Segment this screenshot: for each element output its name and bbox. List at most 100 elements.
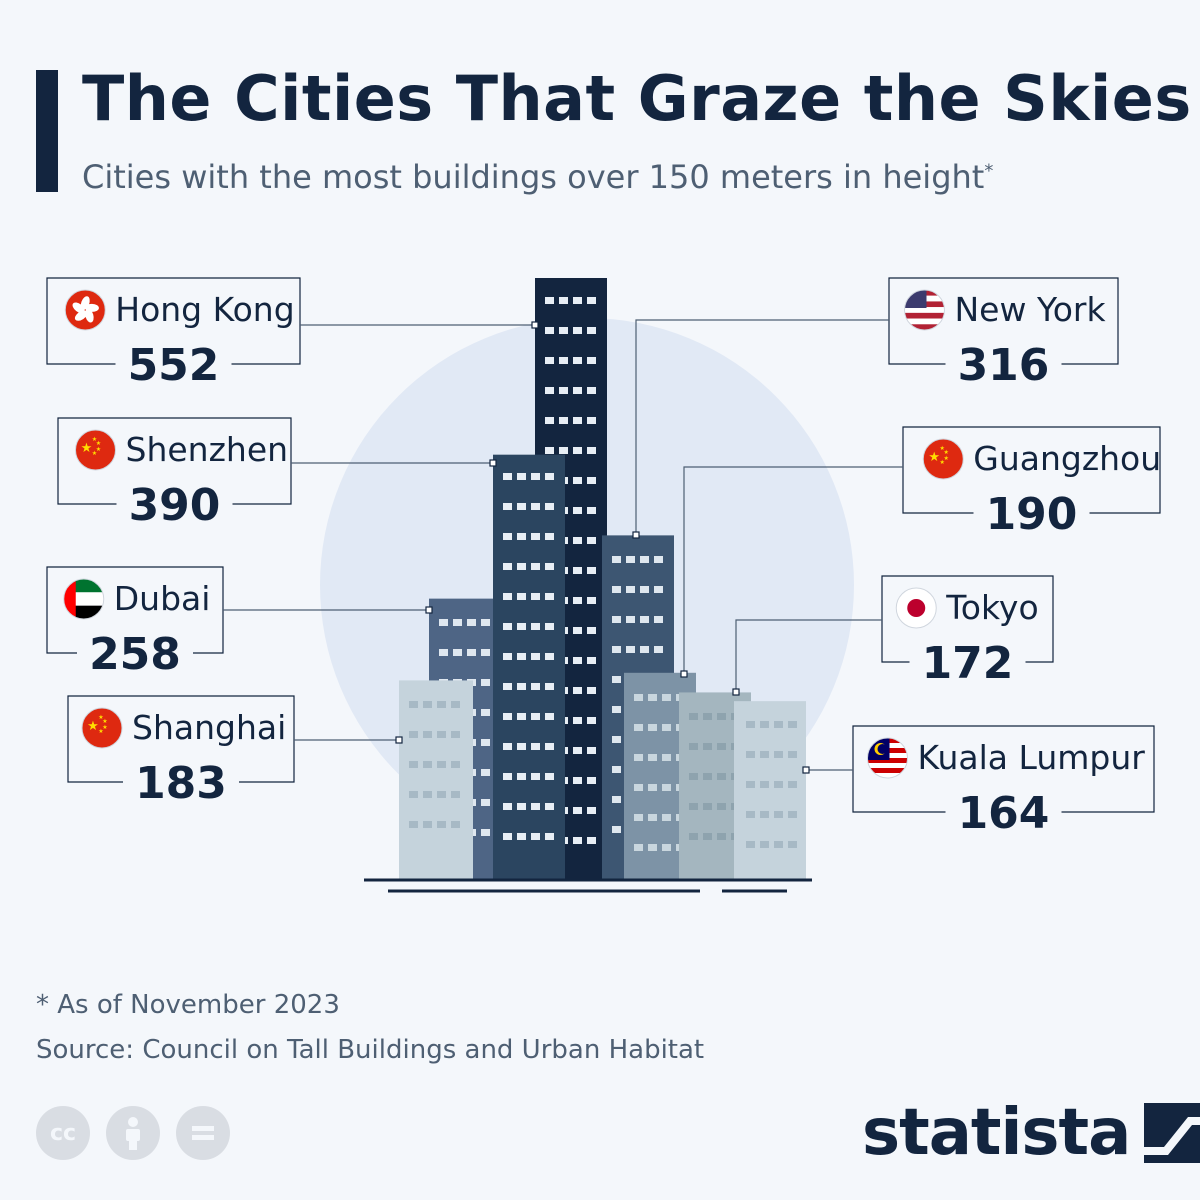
- window: [573, 747, 582, 754]
- window: [517, 773, 526, 780]
- window: [648, 754, 657, 761]
- window: [531, 473, 540, 480]
- window: [634, 784, 643, 791]
- window: [634, 724, 643, 731]
- window: [689, 743, 698, 750]
- window: [587, 417, 596, 424]
- window: [717, 743, 726, 750]
- window: [531, 533, 540, 540]
- attribution-icon[interactable]: [106, 1106, 160, 1160]
- window: [774, 721, 783, 728]
- window: [587, 597, 596, 604]
- window: [573, 807, 582, 814]
- window: [587, 837, 596, 844]
- window: [545, 563, 554, 570]
- label-box: [881, 575, 1054, 663]
- window: [612, 796, 621, 803]
- statista-wordmark: statista: [862, 1096, 1131, 1170]
- window: [531, 503, 540, 510]
- window: [703, 743, 712, 750]
- window: [517, 743, 526, 750]
- window: [634, 814, 643, 821]
- window: [760, 811, 769, 818]
- leader-line: [635, 319, 889, 535]
- label-new-york: New York 316: [632, 277, 1119, 539]
- building-shenzhen: [493, 454, 565, 880]
- window: [774, 781, 783, 788]
- window: [573, 297, 582, 304]
- window: [573, 717, 582, 724]
- label-box: [46, 566, 224, 654]
- window: [573, 507, 582, 514]
- window: [517, 593, 526, 600]
- window: [654, 646, 663, 653]
- uae-flag-icon: [63, 578, 105, 620]
- no-derivatives-icon[interactable]: [176, 1106, 230, 1160]
- window: [503, 743, 512, 750]
- hong-kong-flag-icon: [64, 289, 106, 331]
- window: [634, 844, 643, 851]
- window: [573, 657, 582, 664]
- window: [612, 586, 621, 593]
- window: [587, 357, 596, 364]
- window: [453, 649, 462, 656]
- china-flag-icon: ★★★★★: [75, 429, 116, 471]
- label-dubai: Dubai 258: [46, 566, 433, 680]
- window: [654, 586, 663, 593]
- source-text: Source: Council on Tall Buildings and Ur…: [36, 1035, 705, 1065]
- window: [517, 833, 526, 840]
- window: [648, 724, 657, 731]
- window: [774, 841, 783, 848]
- window: [662, 844, 671, 851]
- window: [760, 841, 769, 848]
- cc-icon[interactable]: cc: [36, 1106, 90, 1160]
- bar: [399, 680, 473, 880]
- window: [703, 833, 712, 840]
- window: [503, 713, 512, 720]
- window: [451, 791, 460, 798]
- window: [648, 844, 657, 851]
- window: [481, 679, 490, 686]
- label-box: [852, 725, 1155, 813]
- svg-text:★: ★: [81, 441, 93, 456]
- window: [573, 357, 582, 364]
- label-box: [902, 426, 1161, 514]
- city-label: Kuala Lumpur: [918, 738, 1146, 777]
- window: [587, 387, 596, 394]
- svg-text:★: ★: [96, 446, 101, 453]
- window: [640, 646, 649, 653]
- window: [612, 646, 621, 653]
- window: [746, 811, 755, 818]
- window: [531, 563, 540, 570]
- window: [559, 357, 568, 364]
- statista-logo[interactable]: statista: [862, 1096, 1200, 1170]
- window: [587, 807, 596, 814]
- window: [703, 773, 712, 780]
- window: [626, 646, 635, 653]
- value-label: 316: [958, 340, 1050, 391]
- window: [517, 803, 526, 810]
- window: [587, 717, 596, 724]
- leader-anchor: [531, 321, 539, 329]
- window: [640, 556, 649, 563]
- window: [788, 721, 797, 728]
- window: [612, 616, 621, 623]
- window: [612, 706, 621, 713]
- window: [481, 649, 490, 656]
- svg-text:★: ★: [102, 718, 107, 725]
- window: [503, 473, 512, 480]
- value-label: 172: [922, 638, 1014, 689]
- window: [760, 751, 769, 758]
- window: [587, 777, 596, 784]
- window: [612, 676, 621, 683]
- window: [573, 597, 582, 604]
- title-accent-bar: [36, 70, 58, 192]
- window: [423, 791, 432, 798]
- window: [717, 773, 726, 780]
- window: [587, 507, 596, 514]
- window: [517, 473, 526, 480]
- window: [626, 616, 635, 623]
- window: [467, 619, 476, 626]
- window: [689, 713, 698, 720]
- bar: [734, 701, 806, 880]
